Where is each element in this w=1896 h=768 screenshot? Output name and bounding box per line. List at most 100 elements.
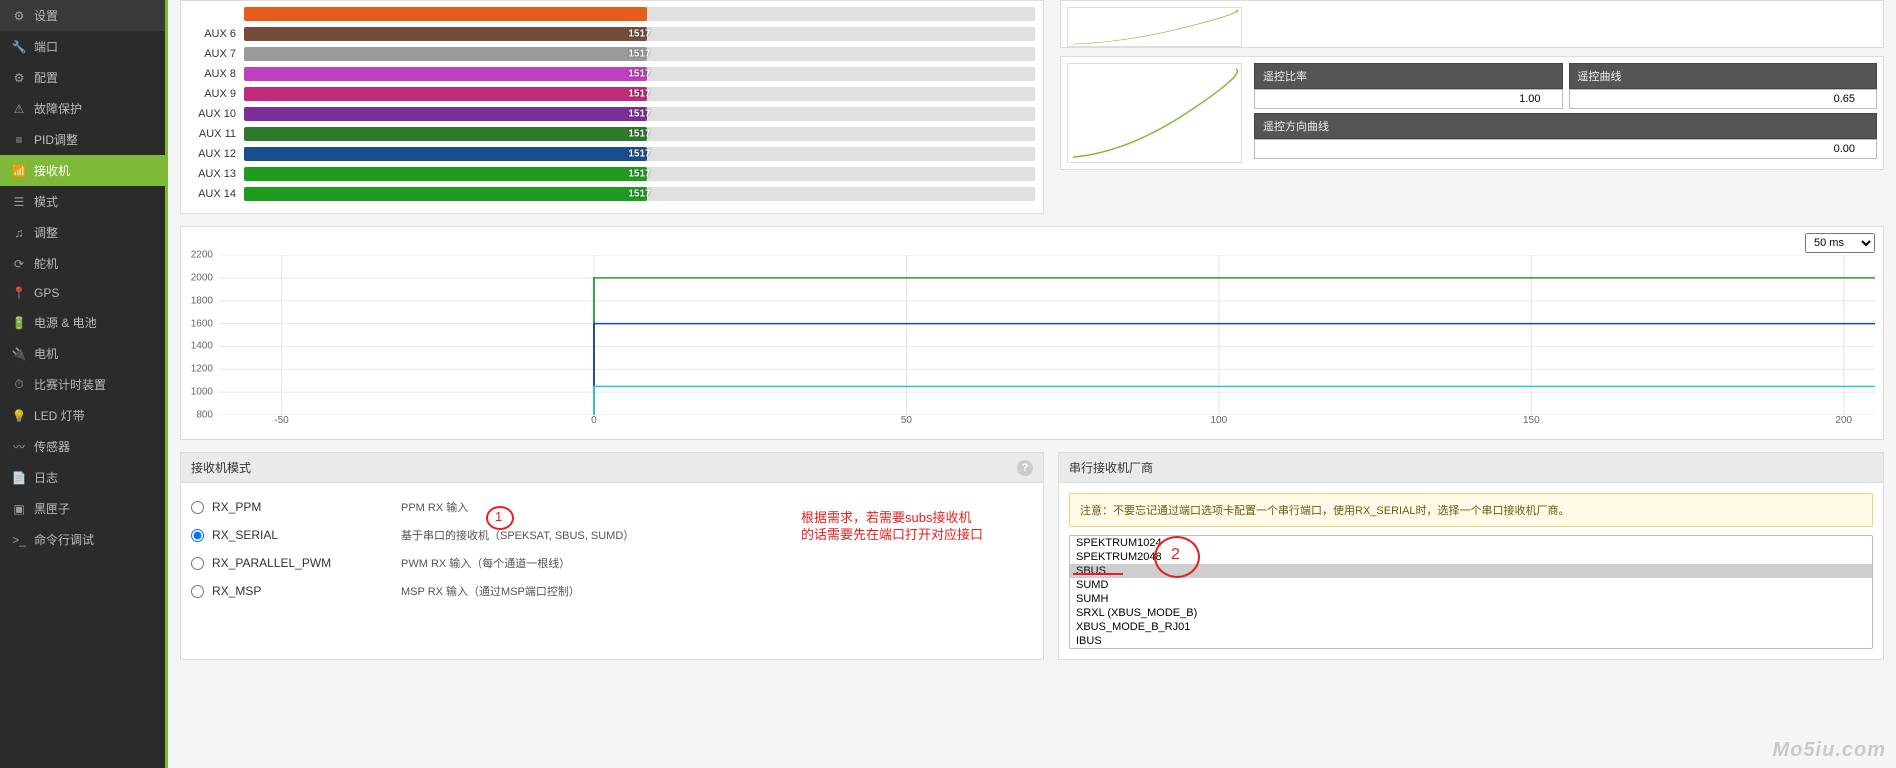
sidebar-item-1[interactable]: 🔧端口	[0, 31, 165, 62]
y-tick-label: 1400	[191, 341, 213, 352]
rx-mode-radio-input[interactable]	[191, 501, 204, 514]
y-tick-label: 1200	[191, 364, 213, 375]
log-icon: 📄	[12, 471, 26, 485]
curve-panel-top	[1060, 0, 1884, 48]
sidebar-item-10[interactable]: 🔋电源 & 电池	[0, 307, 165, 338]
sidebar-item-13[interactable]: 💡LED 灯带	[0, 400, 165, 431]
provider-select[interactable]: SPEKTRUM1024SPEKTRUM2048SBUSSUMDSUMHSRXL…	[1069, 535, 1873, 649]
rx-mode-radio-input[interactable]	[191, 585, 204, 598]
rx-mode-row: RX_MSP MSP RX 输入（通过MSP端口控制）	[191, 577, 1033, 605]
channel-label: AUX 10	[189, 108, 244, 120]
dir-curve-label: 遥控方向曲线	[1254, 113, 1877, 139]
dir-curve-input[interactable]	[1254, 139, 1877, 159]
box-icon: ▣	[12, 502, 26, 516]
rx-mode-row: RX_PPM PPM RX 输入	[191, 493, 1033, 521]
channel-row: AUX 12 1517	[189, 145, 1035, 163]
rx-mode-label: RX_PPM	[212, 500, 261, 514]
y-tick-label: 1600	[191, 318, 213, 329]
sidebar-item-6[interactable]: ☰模式	[0, 186, 165, 217]
sidebar-item-9[interactable]: 📍GPS	[0, 279, 165, 307]
sidebar-item-label: 日志	[34, 469, 58, 486]
channel-bar: 1517	[244, 47, 1035, 61]
warning-icon: ⚠	[12, 102, 26, 116]
channel-row: AUX 7 1517	[189, 45, 1035, 63]
sidebar-item-label: 配置	[34, 69, 58, 86]
channel-bars-panel: AUX 6 1517 AUX 7 1517 AUX 8 1517 AUX 9 1…	[180, 0, 1044, 214]
sidebar-item-4[interactable]: ≡PID调整	[0, 124, 165, 155]
sidebar-item-label: LED 灯带	[34, 407, 85, 424]
tune-icon: ♫	[12, 226, 26, 240]
channel-bar: 1517	[244, 107, 1035, 121]
provider-option[interactable]: SBUS	[1070, 564, 1872, 578]
y-tick-label: 800	[196, 410, 213, 421]
sidebar-item-12[interactable]: ⏱比赛计时装置	[0, 369, 165, 400]
rx-mode-row: RX_SERIAL 基于串口的接收机（SPEKSAT, SBUS, SUMD）	[191, 521, 1033, 549]
sidebar-item-14[interactable]: 〰传感器	[0, 431, 165, 462]
sidebar-item-8[interactable]: ⟳舵机	[0, 248, 165, 279]
sidebar-item-3[interactable]: ⚠故障保护	[0, 93, 165, 124]
help-icon[interactable]: ?	[1017, 460, 1033, 476]
rx-mode-option[interactable]: RX_MSP	[191, 584, 401, 598]
channel-row: AUX 13 1517	[189, 165, 1035, 183]
sidebar-item-15[interactable]: 📄 日志	[0, 462, 165, 493]
channel-value: 1517	[628, 49, 650, 60]
rx-mode-label: RX_SERIAL	[212, 528, 278, 542]
x-tick-label: 150	[1523, 415, 1540, 426]
provider-option[interactable]: IBUS	[1070, 634, 1872, 648]
sidebar-item-label: 黑匣子	[34, 500, 70, 517]
channel-value: 1517	[628, 169, 650, 180]
ratio-input[interactable]	[1254, 89, 1563, 109]
provider-option[interactable]: XBUS_MODE_B_RJ01	[1070, 620, 1872, 634]
channel-row: AUX 8 1517	[189, 65, 1035, 83]
y-tick-label: 1000	[191, 387, 213, 398]
y-tick-label: 2000	[191, 272, 213, 283]
sidebar-item-label: 命令行调试	[34, 531, 94, 548]
provider-option[interactable]: SUMD	[1070, 578, 1872, 592]
sidebar-item-label: 端口	[34, 38, 58, 55]
channel-bar: 1517	[244, 187, 1035, 201]
rx-mode-desc: MSP RX 输入（通过MSP端口控制）	[401, 583, 580, 599]
rx-mode-desc: 基于串口的接收机（SPEKSAT, SBUS, SUMD）	[401, 527, 634, 543]
signal-icon: 📶	[12, 164, 26, 178]
rx-mode-row: RX_PARALLEL_PWM PWM RX 输入（每个通道一根线）	[191, 549, 1033, 577]
sidebar-item-label: 舵机	[34, 255, 58, 272]
channel-row: AUX 11 1517	[189, 125, 1035, 143]
rx-mode-panel: 接收机模式 ? RX_PPM PPM RX 输入 RX_SERIAL 基于串口的…	[180, 452, 1044, 660]
rx-mode-desc: PWM RX 输入（每个通道一根线）	[401, 555, 570, 571]
curve-label: 遥控曲线	[1569, 63, 1878, 89]
sliders-icon: ≡	[12, 133, 26, 147]
channel-bar: 1517	[244, 87, 1035, 101]
rx-mode-radio-input[interactable]	[191, 557, 204, 570]
provider-title: 串行接收机厂商	[1069, 459, 1153, 476]
watermark: Mo5iu.com	[1773, 739, 1886, 762]
sidebar-item-17[interactable]: >_命令行调试	[0, 524, 165, 555]
sidebar-item-16[interactable]: ▣ 黑匣子	[0, 493, 165, 524]
rx-mode-radio-input[interactable]	[191, 529, 204, 542]
sidebar-item-7[interactable]: ♫调整	[0, 217, 165, 248]
channel-row: AUX 9 1517	[189, 85, 1035, 103]
sidebar-item-5[interactable]: 📶接收机	[0, 155, 165, 186]
rx-mode-option[interactable]: RX_SERIAL	[191, 528, 401, 542]
gear-icon: ⚙	[12, 9, 26, 23]
sidebar-item-2[interactable]: ⚙配置	[0, 62, 165, 93]
refresh-rate-select[interactable]: 50 ms	[1805, 233, 1875, 253]
x-tick-label: 0	[591, 415, 597, 426]
provider-option[interactable]: SPEKTRUM2048	[1070, 550, 1872, 564]
provider-option[interactable]: SRXL (XBUS_MODE_B)	[1070, 606, 1872, 620]
plug-icon: 🔌	[12, 347, 26, 361]
sidebar-item-11[interactable]: 🔌电机	[0, 338, 165, 369]
channel-value: 1517	[628, 109, 650, 120]
channel-label: AUX 13	[189, 168, 244, 180]
sidebar-item-0[interactable]: ⚙设置	[0, 0, 165, 31]
channel-label: AUX 11	[189, 128, 244, 140]
rx-mode-option[interactable]: RX_PARALLEL_PWM	[191, 556, 401, 570]
provider-option[interactable]: SPEKTRUM1024	[1070, 536, 1872, 550]
channel-row: AUX 10 1517	[189, 105, 1035, 123]
channel-value: 1517	[628, 69, 650, 80]
ratio-label: 遥控比率	[1254, 63, 1563, 89]
x-tick-label: 200	[1835, 415, 1852, 426]
curve-input[interactable]	[1569, 89, 1878, 109]
rx-mode-option[interactable]: RX_PPM	[191, 500, 401, 514]
battery-icon: 🔋	[12, 316, 26, 330]
provider-option[interactable]: SUMH	[1070, 592, 1872, 606]
